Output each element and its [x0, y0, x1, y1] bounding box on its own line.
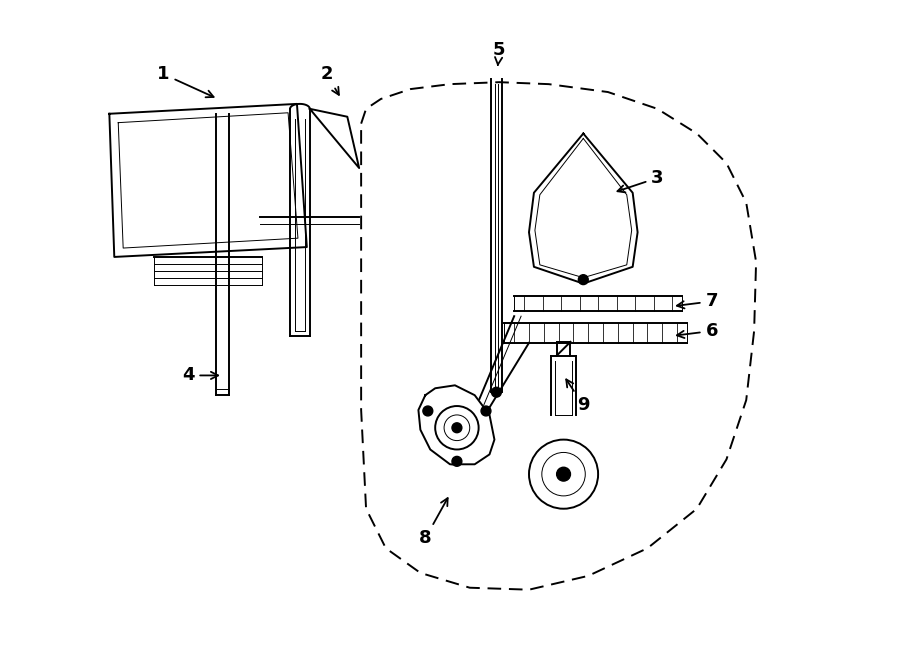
Text: 8: 8 — [419, 498, 447, 547]
Circle shape — [452, 456, 462, 466]
Text: 4: 4 — [182, 366, 218, 385]
Text: 6: 6 — [677, 322, 718, 340]
Circle shape — [452, 423, 462, 433]
Text: 5: 5 — [493, 40, 506, 65]
Text: 1: 1 — [158, 65, 213, 97]
Circle shape — [491, 387, 501, 397]
Circle shape — [423, 406, 433, 416]
Polygon shape — [418, 385, 494, 464]
Text: 2: 2 — [320, 65, 339, 95]
Circle shape — [579, 275, 589, 285]
Text: 7: 7 — [677, 292, 718, 311]
Circle shape — [556, 467, 571, 481]
Polygon shape — [310, 109, 359, 168]
Text: 3: 3 — [617, 169, 663, 192]
Text: 9: 9 — [566, 379, 590, 414]
Circle shape — [481, 406, 491, 416]
